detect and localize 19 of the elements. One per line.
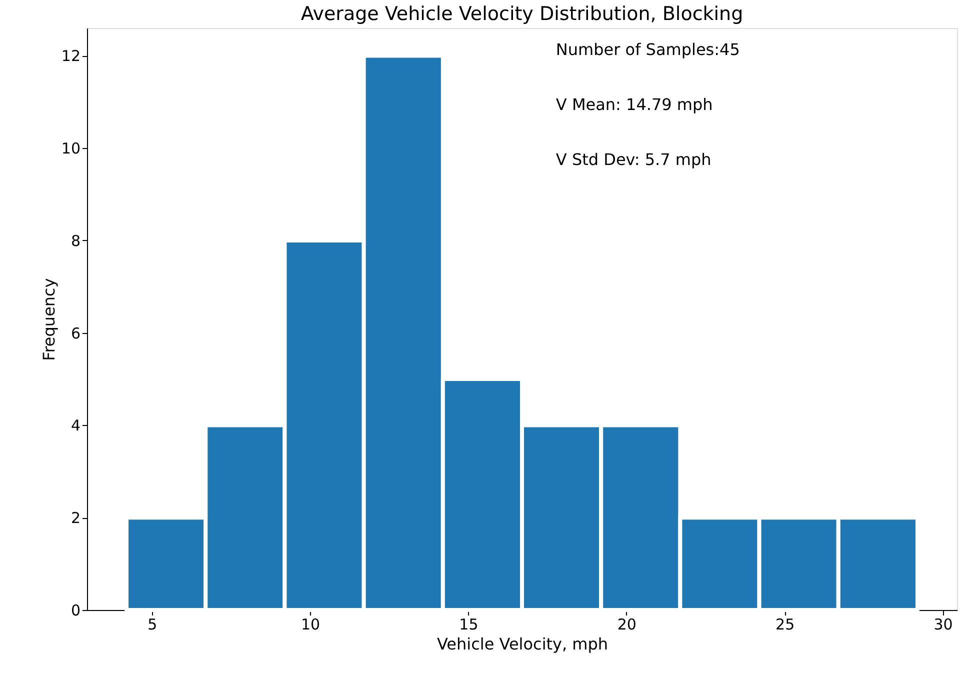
x-tick-label: 10 — [300, 616, 320, 634]
y-tick-label: 6 — [70, 324, 80, 342]
x-tick-label: 20 — [617, 616, 636, 634]
x-tick-label: 15 — [459, 616, 478, 634]
y-tick-label: 8 — [70, 232, 80, 250]
y-tick-label: 10 — [61, 140, 80, 158]
x-tick-label: 5 — [148, 616, 158, 634]
y-axis-title: Frequency — [39, 278, 58, 361]
y-tick-label: 12 — [61, 47, 80, 66]
annotation: Number of Samples:45 — [556, 40, 740, 59]
y-tick-label: 4 — [70, 416, 80, 435]
x-axis-title: Vehicle Velocity, mph — [436, 634, 608, 654]
y-tick-label: 0 — [70, 602, 80, 620]
annotation: V Std Dev: 5.7 mph — [556, 150, 712, 169]
x-tick-label: 25 — [776, 616, 795, 634]
chart-title: Average Vehicle Velocity Distribution, Blocking — [300, 3, 744, 25]
y-tick-label: 2 — [70, 509, 80, 528]
x-tick-label: 30 — [934, 616, 953, 634]
annotation: V Mean: 14.79 mph — [556, 95, 713, 114]
